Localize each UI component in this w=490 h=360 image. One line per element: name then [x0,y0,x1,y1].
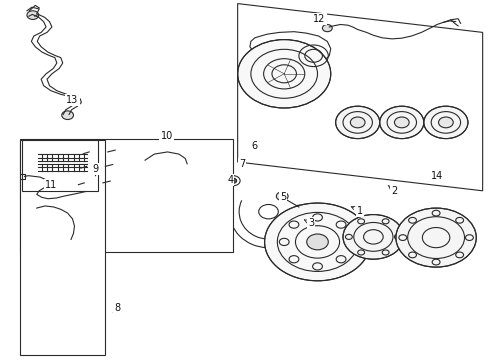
Bar [20,140,105,355]
Circle shape [380,106,424,139]
Circle shape [396,208,476,267]
Circle shape [394,117,409,128]
FancyBboxPatch shape [89,145,108,158]
Text: 12: 12 [313,14,326,24]
Circle shape [439,117,453,128]
Circle shape [322,24,332,32]
Circle shape [27,11,39,19]
Text: 1: 1 [351,206,363,216]
Bar [22,140,98,191]
FancyBboxPatch shape [84,176,103,189]
Circle shape [83,153,95,162]
Text: 10: 10 [161,131,172,141]
FancyBboxPatch shape [87,159,105,173]
Text: 6: 6 [252,141,258,151]
Circle shape [230,178,237,183]
Polygon shape [137,146,192,175]
Bar [20,139,233,252]
Circle shape [265,203,370,281]
Circle shape [238,40,331,108]
Text: 13: 13 [67,95,78,105]
Text: 2: 2 [388,185,397,196]
Circle shape [350,117,365,128]
Text: 9: 9 [93,164,98,176]
Circle shape [83,163,95,172]
Circle shape [82,189,90,194]
Circle shape [62,111,74,120]
Text: 14: 14 [431,171,443,181]
Circle shape [23,162,38,173]
Circle shape [276,192,288,201]
Circle shape [343,215,404,259]
Text: 7: 7 [239,159,245,169]
Text: 11: 11 [45,180,58,190]
Text: 3: 3 [304,218,314,228]
Polygon shape [135,186,182,211]
Text: 5: 5 [280,192,286,202]
Circle shape [424,106,468,139]
Text: 8: 8 [113,303,121,313]
Circle shape [307,234,328,250]
Circle shape [336,106,380,139]
Circle shape [21,174,28,179]
Circle shape [23,152,38,163]
Text: 4: 4 [227,175,233,185]
